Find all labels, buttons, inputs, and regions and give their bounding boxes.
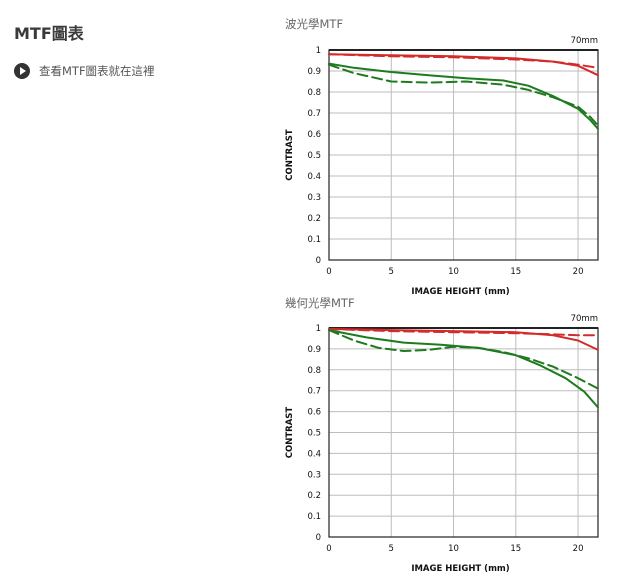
series-line-3: [328, 329, 599, 390]
y-tick-label: 0.7: [307, 109, 321, 119]
y-tick-label: 0.3: [307, 193, 321, 203]
y-tick-label: 0.7: [307, 387, 321, 397]
mtf-chart-wave-optics: 00.10.20.30.40.50.60.70.80.910 5 10 15 2070m…: [285, 36, 599, 297]
x-tick-label: 5: [389, 544, 394, 554]
x-tick-label: 20: [573, 544, 584, 554]
y-tick-label: 0: [316, 533, 321, 543]
x-tick-label: 0: [326, 267, 331, 277]
y-tick-label: 0.5: [307, 429, 321, 439]
y-tick-label: 1: [316, 324, 321, 334]
x-axis-label: IMAGE HEIGHT (mm): [411, 564, 509, 574]
y-tick-label: 0: [316, 256, 321, 266]
series-line-3: [328, 63, 599, 127]
y-tick-label: 0.1: [307, 512, 321, 522]
y-tick-label: 0.4: [307, 172, 321, 182]
x-tick-label: 10: [448, 544, 459, 554]
y-tick-label: 0.5: [307, 151, 321, 161]
y-axis-label: CONTRAST: [285, 129, 295, 181]
y-axis-label: CONTRAST: [285, 407, 295, 459]
x-tick-label: 0: [326, 544, 331, 554]
x-tick-label: 20: [573, 267, 584, 277]
y-tick-label: 0.1: [307, 235, 321, 245]
y-tick-label: 0.6: [307, 130, 321, 140]
series-line-2: [328, 62, 599, 130]
y-tick-label: 0.3: [307, 470, 321, 480]
y-tick-label: 0.2: [307, 491, 321, 501]
y-tick-label: 0.8: [307, 88, 321, 98]
series-line-1: [328, 328, 599, 337]
chart-title-geometric-optics: 幾何光學MTF: [285, 296, 355, 310]
page-title: MTF圖表: [14, 24, 84, 43]
chart-title-wave-optics: 波光學MTF: [285, 17, 344, 31]
view-mtf-chart-label: 查看MTF圖表就在這裡: [39, 64, 155, 78]
x-tick-label: 10: [448, 267, 459, 277]
y-tick-label: 1: [316, 46, 321, 56]
play-circle-icon: [14, 63, 30, 79]
y-tick-label: 0.6: [307, 408, 321, 418]
x-tick-label: 15: [510, 544, 521, 554]
x-tick-label: 5: [389, 267, 394, 277]
series-line-1: [328, 53, 599, 69]
y-tick-label: 0.9: [307, 345, 321, 355]
y-tick-label: 0.9: [307, 67, 321, 77]
y-tick-label: 0.8: [307, 366, 321, 376]
focal-length-annotation: 70mm: [571, 36, 598, 46]
y-tick-label: 0.2: [307, 214, 321, 224]
x-axis-label: IMAGE HEIGHT (mm): [411, 287, 509, 297]
view-mtf-chart-link[interactable]: 查看MTF圖表就在這裡: [14, 63, 155, 79]
x-tick-label: 15: [510, 267, 521, 277]
focal-length-annotation: 70mm: [571, 314, 598, 324]
y-tick-label: 0.4: [307, 449, 321, 459]
